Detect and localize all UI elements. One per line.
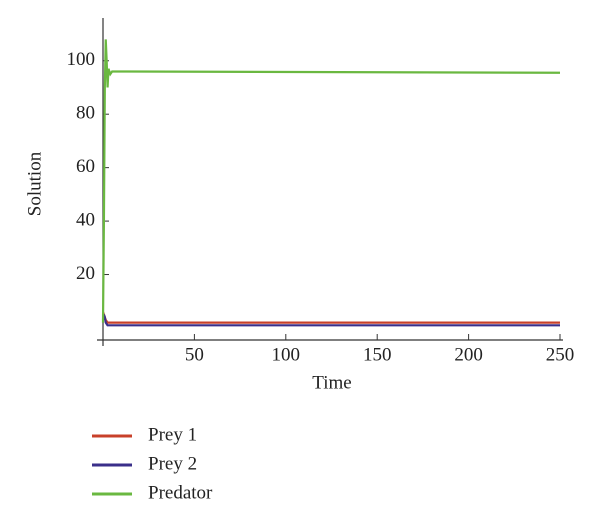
series-line [101, 311, 560, 324]
y-tick-label: 40 [76, 209, 95, 230]
y-tick-label: 80 [76, 103, 95, 124]
y-tick-label: 100 [67, 49, 96, 70]
legend-label: Prey 1 [148, 424, 197, 445]
x-tick-label: 50 [185, 344, 204, 365]
series-line [101, 39, 561, 323]
x-tick-label: 200 [454, 344, 483, 365]
legend-label: Predator [148, 482, 213, 503]
legend-label: Prey 2 [148, 453, 197, 474]
x-tick-label: 150 [363, 344, 392, 365]
y-tick-label: 60 [76, 156, 95, 177]
series-line [101, 314, 560, 327]
y-axis-label: Solution [24, 151, 45, 216]
x-axis-label: Time [312, 372, 351, 393]
x-tick-label: 100 [272, 344, 301, 365]
y-tick-label: 20 [76, 263, 95, 284]
x-tick-label: 250 [546, 344, 575, 365]
